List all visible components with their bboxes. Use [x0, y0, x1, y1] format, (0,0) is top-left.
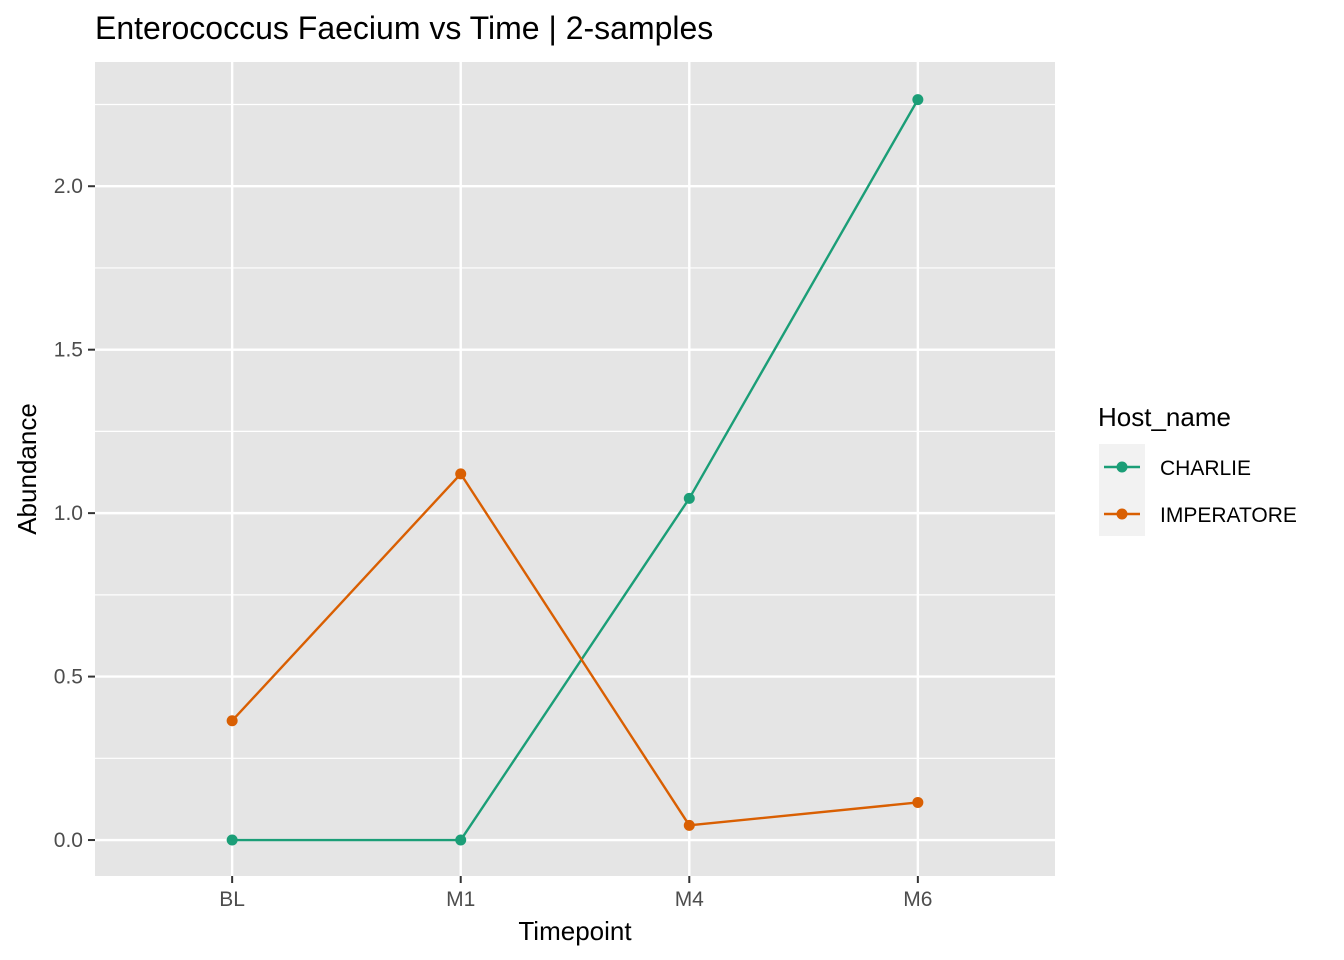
legend-label-imperatore: IMPERATORE: [1160, 504, 1297, 527]
y-tick-label: 0.5: [54, 666, 83, 689]
plot-panel: [95, 62, 1055, 876]
x-tick-label: BL: [219, 888, 245, 911]
legend-key-point-charlie: [1116, 461, 1128, 473]
data-point-charlie: [683, 492, 695, 504]
series-line-charlie: [232, 98, 919, 842]
x-tick-label: M6: [903, 888, 932, 911]
y-axis-title: Abundance: [12, 403, 42, 535]
data-point-imperatore: [912, 796, 924, 808]
data-point-charlie: [455, 834, 467, 846]
legend-key-point-imperatore: [1116, 508, 1128, 520]
data-point-imperatore: [683, 819, 695, 831]
legend-title: Host_name: [1098, 402, 1231, 432]
y-tick-label: 1.0: [54, 502, 83, 525]
data-point-charlie: [226, 834, 238, 846]
legend: Host_name CHARLIE IMPERATORE: [1098, 402, 1297, 536]
data-point-charlie: [912, 94, 924, 106]
legend-key-background: [1099, 444, 1145, 536]
legend-label-charlie: CHARLIE: [1160, 457, 1251, 480]
series-line-imperatore: [231, 472, 918, 827]
y-axis: 0.0 0.5 1.0 1.5 2.0: [54, 175, 95, 852]
x-axis-title: Timepoint: [518, 916, 632, 946]
x-tick-label: M4: [675, 888, 704, 911]
data-point-imperatore: [226, 715, 238, 727]
y-tick-label: 0.0: [54, 829, 83, 852]
series-lines: [226, 94, 924, 846]
y-tick-label: 1.5: [54, 339, 83, 362]
chart-title: Enterococcus Faecium vs Time | 2-samples: [95, 10, 713, 46]
data-point-imperatore: [455, 468, 467, 480]
x-tick-label: M1: [446, 888, 475, 911]
y-tick-label: 2.0: [54, 175, 83, 198]
x-axis: BL M1 M4 M6: [219, 876, 932, 911]
